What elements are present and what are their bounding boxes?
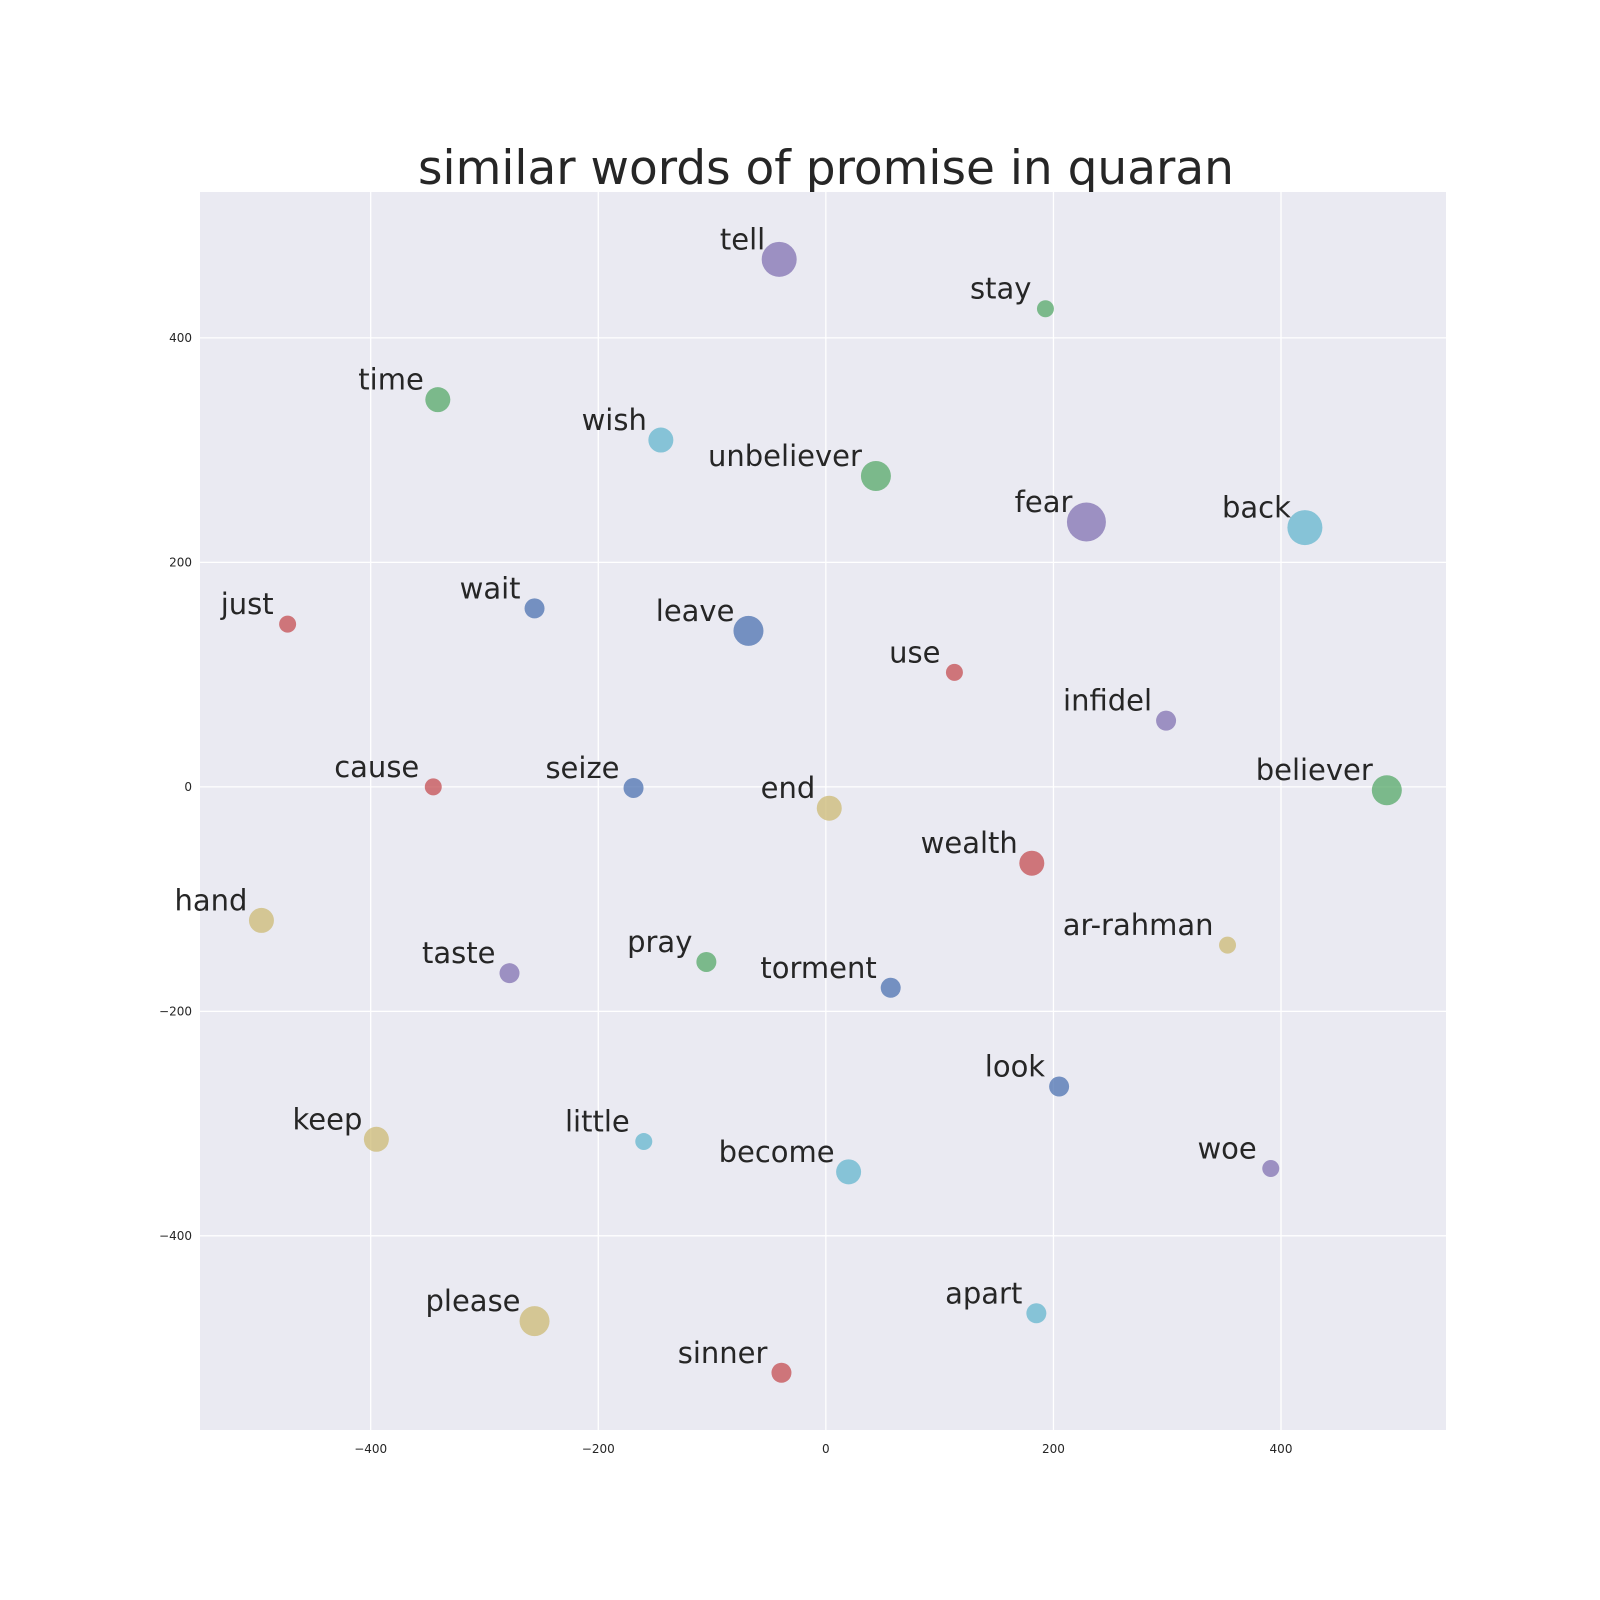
- y-tick-label: −400: [159, 1229, 192, 1243]
- point-label-fear: fear: [1015, 485, 1073, 519]
- y-tick-label: 0: [184, 780, 192, 794]
- point-tell: [761, 241, 797, 277]
- point-label-infidel: infidel: [1063, 684, 1152, 718]
- point-use: [945, 663, 963, 681]
- point-little: [635, 1133, 653, 1151]
- x-tick-label: −200: [582, 1442, 615, 1456]
- point-label-wealth: wealth: [921, 826, 1018, 860]
- point-wealth: [1019, 850, 1045, 876]
- point-label-torment: torment: [760, 951, 876, 985]
- point-end: [816, 795, 842, 821]
- point-look: [1049, 1076, 1070, 1097]
- point-label-stay: stay: [970, 272, 1031, 306]
- point-label-unbeliever: unbeliever: [708, 439, 862, 473]
- point-hand: [248, 907, 274, 933]
- point-label-seize: seize: [545, 751, 619, 785]
- point-label-wait: wait: [460, 571, 521, 605]
- point-label-back: back: [1222, 491, 1291, 525]
- point-label-keep: keep: [293, 1102, 363, 1136]
- y-tick-label: 400: [169, 331, 192, 345]
- point-labels: tell stay time wish unbeliever fear back just wa…: [174, 222, 1372, 1369]
- point-infidel: [1156, 710, 1177, 731]
- point-label-cause: cause: [334, 750, 419, 784]
- point-cause: [424, 778, 442, 796]
- point-label-taste: taste: [422, 936, 495, 970]
- point-label-please: please: [426, 1284, 521, 1318]
- point-label-become: become: [719, 1135, 835, 1169]
- point-label-use: use: [889, 635, 940, 669]
- axis-ticks: −400 −200 0 200 400 400 200 0 −200 −400: [159, 331, 1292, 1456]
- point-believer: [1371, 775, 1402, 806]
- point-label-end: end: [761, 771, 816, 805]
- point-label-ar-rahman: ar-rahman: [1063, 908, 1214, 942]
- point-unbeliever: [860, 460, 891, 491]
- data-points: [248, 241, 1402, 1383]
- point-seize: [623, 777, 644, 798]
- point-back: [1287, 510, 1323, 546]
- point-label-tell: tell: [720, 222, 765, 256]
- point-leave: [733, 615, 764, 646]
- point-time: [425, 387, 451, 413]
- point-wish: [648, 427, 674, 453]
- point-apart: [1026, 1303, 1047, 1324]
- point-label-time: time: [358, 363, 424, 397]
- y-tick-label: 200: [169, 555, 192, 569]
- point-label-little: little: [565, 1105, 630, 1139]
- point-label-pray: pray: [627, 925, 692, 959]
- y-tick-label: −200: [159, 1004, 192, 1018]
- point-label-hand: hand: [174, 883, 247, 917]
- x-tick-label: −400: [354, 1442, 387, 1456]
- x-tick-label: 400: [1270, 1442, 1293, 1456]
- point-become: [836, 1159, 862, 1185]
- point-label-leave: leave: [656, 594, 735, 628]
- point-please: [519, 1306, 550, 1337]
- point-label-apart: apart: [945, 1276, 1022, 1310]
- point-label-sinner: sinner: [678, 1336, 768, 1370]
- point-taste: [499, 963, 520, 984]
- point-label-look: look: [985, 1050, 1046, 1084]
- point-label-just: just: [220, 587, 274, 621]
- point-label-woe: woe: [1197, 1131, 1256, 1165]
- point-label-believer: believer: [1256, 753, 1373, 787]
- point-woe: [1262, 1159, 1280, 1177]
- point-sinner: [771, 1362, 792, 1383]
- point-stay: [1036, 300, 1054, 318]
- x-tick-label: 0: [822, 1442, 830, 1456]
- point-wait: [524, 598, 545, 619]
- point-label-wish: wish: [582, 403, 647, 437]
- point-just: [279, 615, 297, 633]
- point-fear: [1066, 502, 1106, 542]
- point-torment: [880, 977, 901, 998]
- point-keep: [363, 1126, 389, 1152]
- x-tick-label: 200: [1042, 1442, 1065, 1456]
- point-pray: [696, 951, 717, 972]
- chart-title: similar words of promise in quaran: [418, 141, 1234, 196]
- point-ar-rahman: [1219, 936, 1237, 954]
